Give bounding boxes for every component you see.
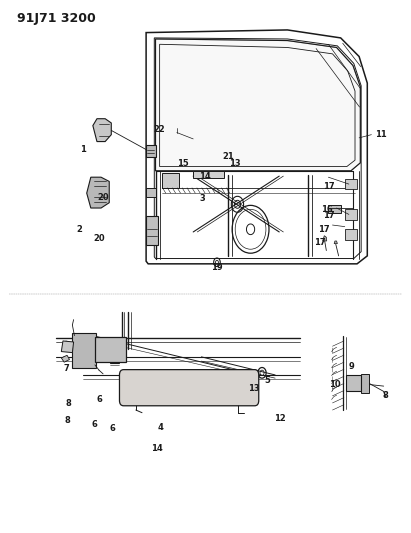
Polygon shape	[61, 356, 69, 362]
Polygon shape	[328, 205, 341, 213]
Polygon shape	[345, 229, 357, 240]
Polygon shape	[95, 337, 126, 362]
Text: 1: 1	[80, 145, 85, 154]
Text: 17: 17	[319, 225, 330, 234]
Text: 10: 10	[329, 380, 341, 389]
Text: 6: 6	[96, 395, 102, 404]
Polygon shape	[345, 179, 357, 189]
Polygon shape	[87, 177, 109, 208]
Polygon shape	[146, 224, 156, 233]
Polygon shape	[346, 375, 361, 391]
Polygon shape	[155, 39, 360, 171]
Polygon shape	[93, 119, 111, 142]
Text: 17: 17	[323, 212, 334, 221]
Text: 2: 2	[76, 225, 82, 234]
Text: 20: 20	[93, 235, 105, 244]
Text: 19: 19	[211, 263, 223, 272]
Text: 14: 14	[199, 172, 210, 181]
Text: 6: 6	[109, 424, 115, 433]
Polygon shape	[193, 171, 224, 178]
Text: 91J71 3200: 91J71 3200	[17, 12, 96, 26]
Text: 9: 9	[349, 362, 354, 371]
Text: 17: 17	[314, 238, 325, 247]
Polygon shape	[334, 241, 337, 244]
Polygon shape	[146, 188, 156, 197]
Polygon shape	[72, 333, 96, 368]
Text: 8: 8	[65, 399, 71, 408]
Text: 17: 17	[323, 182, 334, 191]
Text: 4: 4	[157, 423, 164, 432]
Text: 20: 20	[97, 193, 109, 202]
Polygon shape	[146, 146, 155, 157]
Text: 13: 13	[248, 384, 260, 393]
Text: 8: 8	[64, 416, 70, 425]
Text: 13: 13	[229, 159, 240, 168]
Text: 12: 12	[274, 414, 286, 423]
Polygon shape	[61, 341, 74, 353]
Polygon shape	[146, 216, 158, 245]
Text: 16: 16	[321, 205, 333, 214]
Text: 5: 5	[265, 376, 271, 385]
Text: 6: 6	[92, 421, 98, 430]
Text: 21: 21	[223, 152, 234, 161]
Polygon shape	[361, 374, 369, 393]
Text: 14: 14	[151, 444, 163, 453]
Text: 11: 11	[375, 130, 387, 139]
Text: 7: 7	[63, 364, 69, 373]
Text: 15: 15	[178, 159, 189, 168]
Text: 22: 22	[154, 125, 166, 134]
Polygon shape	[162, 173, 179, 188]
Polygon shape	[323, 236, 327, 241]
Text: 3: 3	[200, 194, 206, 203]
Polygon shape	[345, 209, 357, 220]
Text: 8: 8	[383, 391, 389, 400]
FancyBboxPatch shape	[120, 369, 259, 406]
